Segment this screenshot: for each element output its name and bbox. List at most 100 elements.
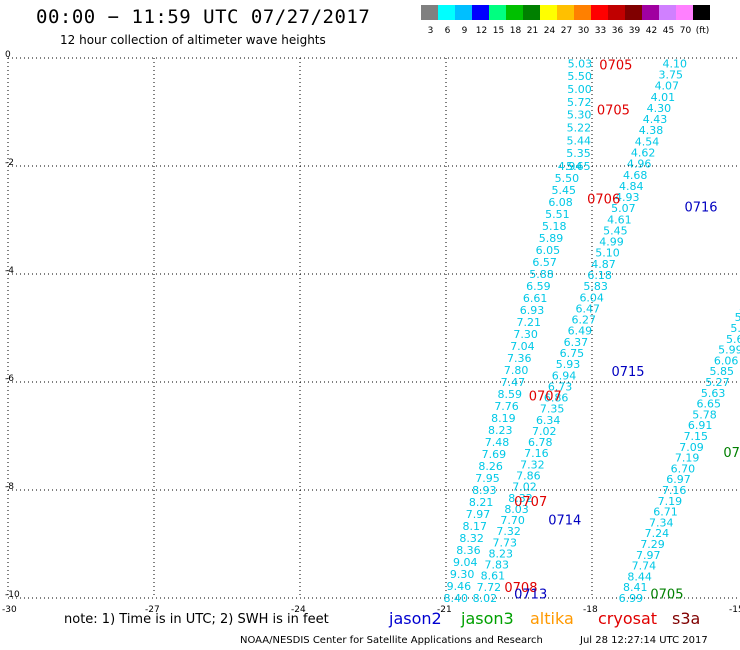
legend-swatch xyxy=(608,5,625,20)
track-d-wave-height: 5.0 xyxy=(730,322,740,335)
track-b-wave-height: 5.89 xyxy=(539,232,564,245)
y-tick-label: -8 xyxy=(5,482,14,492)
legend-label: 70 xyxy=(679,26,692,36)
pass-time-label: 070 xyxy=(723,446,740,461)
track-d-wave-height: 5.63 xyxy=(701,387,726,400)
track-a-wave-height: 5.22 xyxy=(567,122,592,135)
track-c-wave-height: 4.84 xyxy=(619,180,644,193)
track-c-wave-height: 6.78 xyxy=(528,436,553,449)
legend-label: 36 xyxy=(611,26,624,36)
track-a-wave-height: 5.03 xyxy=(568,57,593,70)
track-c-wave-height: 4.43 xyxy=(643,113,668,126)
pass-time-label: 0707 xyxy=(529,390,562,405)
track-c-wave-height: 4.38 xyxy=(639,124,664,137)
track-c-wave-height: 6.47 xyxy=(575,302,600,315)
legend-label: 15 xyxy=(492,26,505,36)
track-d-wave-height: 5.27 xyxy=(705,376,730,389)
track-d-wave-height: 8.44 xyxy=(627,570,652,583)
track-c-wave-height: 5.45 xyxy=(603,224,628,237)
track-d-wave-height: 6.97 xyxy=(666,473,691,486)
track-c-wave-height: 4.54 xyxy=(635,135,660,148)
page-subtitle: 12 hour collection of altimeter wave hei… xyxy=(60,33,326,47)
track-c-wave-height: 8.02 xyxy=(473,592,498,605)
track-c-wave-height: 6.37 xyxy=(564,336,589,349)
legend-swatch xyxy=(540,5,557,20)
legend-swatch xyxy=(523,5,540,20)
generated-timestamp: Jul 28 12:27:14 UTC 2017 xyxy=(580,635,708,646)
track-c-wave-height: 7.02 xyxy=(532,425,557,438)
track-d-wave-height: 8.41 xyxy=(623,581,648,594)
track-b-wave-height: 6.61 xyxy=(523,292,548,305)
pass-time-label: 0715 xyxy=(611,365,644,380)
track-c-wave-height: 7.70 xyxy=(500,514,525,527)
track-a-wave-height: 5.50 xyxy=(567,70,592,83)
track-d-wave-height: 7.24 xyxy=(645,527,670,540)
track-b-wave-height: 7.76 xyxy=(494,400,519,413)
legend-label: 27 xyxy=(560,26,573,36)
y-tick-label: -2 xyxy=(5,158,14,168)
track-c-wave-height: 4.93 xyxy=(615,191,640,204)
track-c-wave-height: 7.73 xyxy=(492,536,517,549)
track-c-wave-height: 5.83 xyxy=(583,280,608,293)
track-b-wave-height: 9.04 xyxy=(453,556,478,569)
track-b-wave-height: 7.04 xyxy=(510,340,535,353)
pass-time-label: 0707 xyxy=(514,495,547,510)
track-c-wave-height: 8.23 xyxy=(489,547,514,560)
track-c-wave-height: 8.32 xyxy=(508,492,533,505)
footnote: note: 1) Time is in UTC; 2) SWH is in fe… xyxy=(64,612,329,627)
track-c-wave-height: 4.30 xyxy=(647,102,672,115)
legend-swatch xyxy=(421,5,438,20)
track-d-wave-height: 7.19 xyxy=(658,495,683,508)
track-c-wave-height: 7.72 xyxy=(477,581,502,594)
x-tick-label: -30 xyxy=(2,605,17,615)
y-tick-label: -10 xyxy=(5,590,20,600)
track-d-wave-height: 7.09 xyxy=(679,441,704,454)
track-b-wave-height: 5.18 xyxy=(542,220,567,233)
track-c-wave-height: 6.75 xyxy=(560,347,585,360)
track-a-wave-height: 5.35 xyxy=(566,147,591,160)
track-b-wave-height: 7.80 xyxy=(504,364,529,377)
track-a-wave-height: 5.65 xyxy=(566,160,591,173)
pass-time-label: 0714 xyxy=(548,514,581,529)
legend-label: 39 xyxy=(628,26,641,36)
pass-time-label: 0716 xyxy=(684,201,717,216)
track-d-wave-height: 7.16 xyxy=(662,484,687,497)
track-b-wave-height: 5.50 xyxy=(555,172,580,185)
track-d-wave-height: 6.71 xyxy=(653,506,678,519)
track-c-wave-height: 6.73 xyxy=(548,380,573,393)
track-c-wave-height: 6.18 xyxy=(587,269,612,282)
legend-label: 6 xyxy=(444,26,451,36)
track-b-wave-height: 6.93 xyxy=(520,304,545,317)
track-c-wave-height: 4.62 xyxy=(631,147,656,160)
track-b-wave-height: 5.45 xyxy=(551,184,576,197)
pass-time-label: 0705 xyxy=(597,103,630,118)
y-tick-label: 0 xyxy=(5,50,11,60)
track-b-wave-height: 5.51 xyxy=(545,208,570,221)
track-d-wave-height: 7.29 xyxy=(640,538,665,551)
track-c-wave-height: 7.32 xyxy=(496,525,521,538)
legend-label: 3 xyxy=(427,26,434,36)
track-b-wave-height: 9.46 xyxy=(447,580,472,593)
track-c-wave-height: 5.93 xyxy=(556,358,581,371)
track-b-wave-height: 7.95 xyxy=(475,472,500,485)
track-c-wave-height: 8.03 xyxy=(504,503,529,516)
track-d-wave-height: 7.97 xyxy=(636,549,661,562)
track-d-wave-height: 6.65 xyxy=(697,398,722,411)
legend-swatch xyxy=(676,5,693,20)
pass-time-label: 0706 xyxy=(587,192,620,207)
track-d-wave-height: 5.4 xyxy=(739,300,740,313)
credit-line: NOAA/NESDIS Center for Satellite Applica… xyxy=(240,635,543,646)
track-c-wave-height: 6.94 xyxy=(552,369,577,382)
track-c-wave-height: 7.16 xyxy=(524,447,549,460)
track-c-wave-height: 5.10 xyxy=(595,247,620,260)
x-tick-label: -21 xyxy=(437,605,452,615)
pass-time-label: 0705 xyxy=(599,58,632,73)
x-tick-label: -18 xyxy=(583,605,598,615)
legend-label: 24 xyxy=(543,26,556,36)
legend-swatch xyxy=(455,5,472,20)
track-d-wave-height: 5.2 xyxy=(735,311,740,324)
track-d-wave-height: 6.70 xyxy=(671,462,696,475)
track-b-wave-height: 8.19 xyxy=(491,412,516,425)
track-b-wave-height: 8.21 xyxy=(469,496,494,509)
legend-swatch xyxy=(557,5,574,20)
